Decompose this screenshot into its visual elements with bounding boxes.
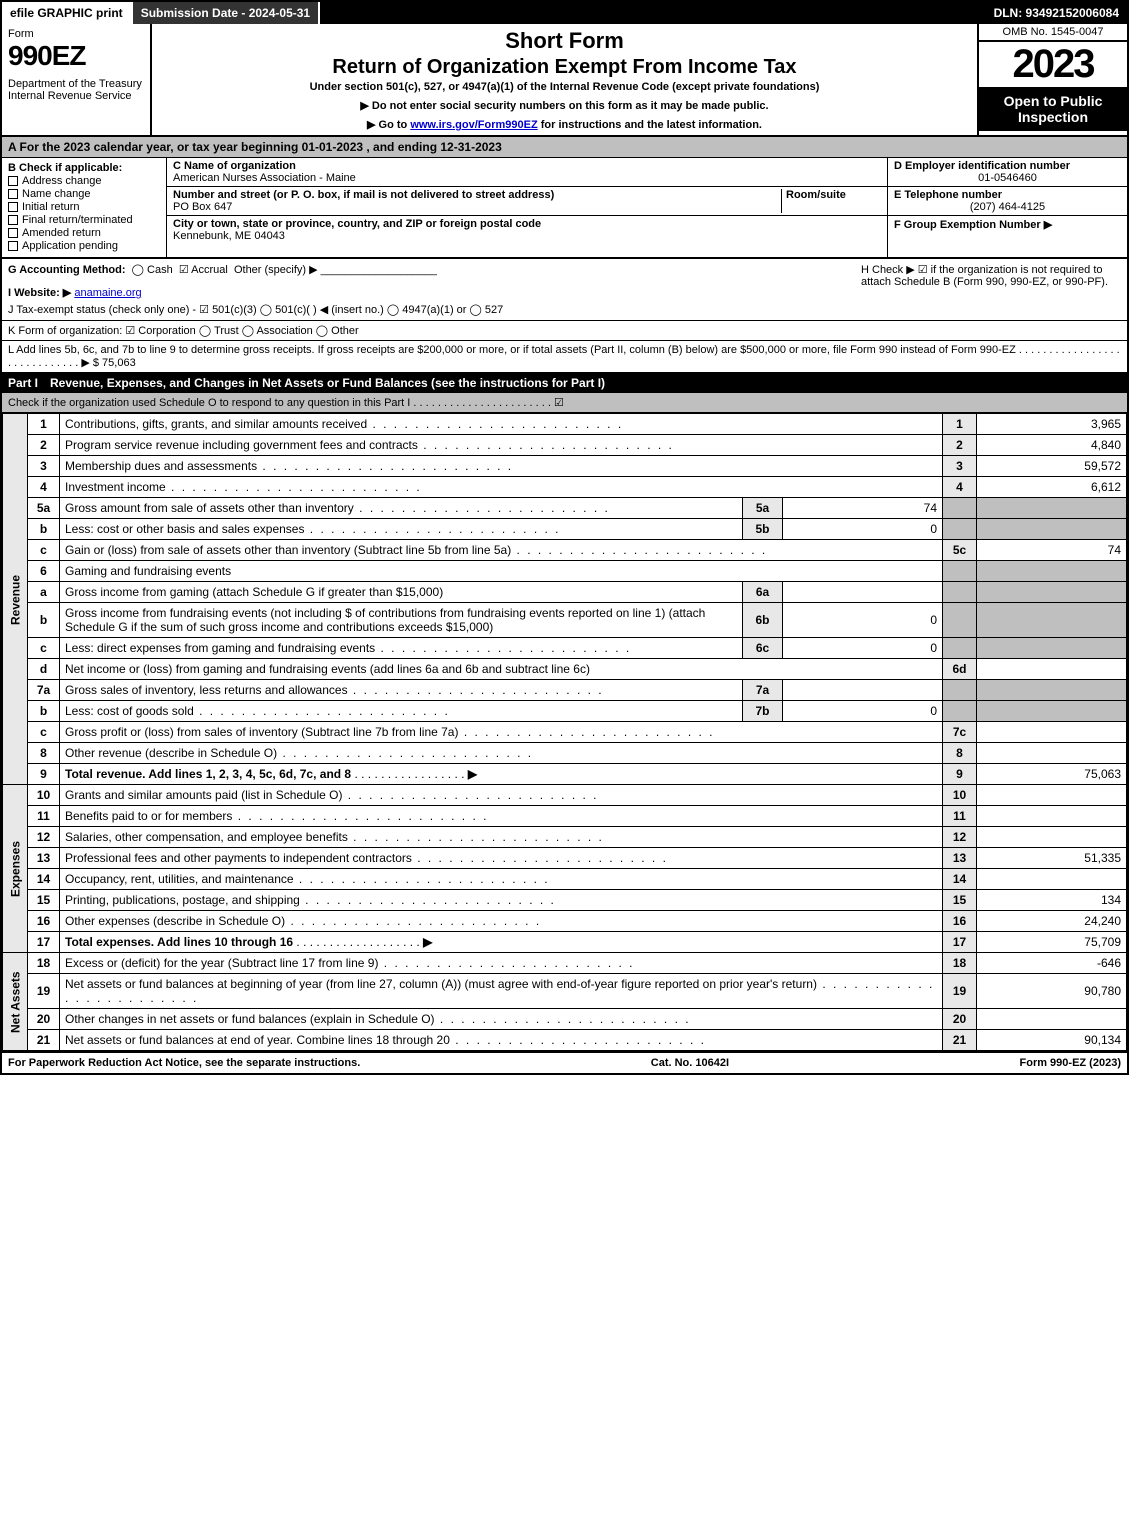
- line-7c-amt: [977, 722, 1127, 743]
- chk-amended[interactable]: Amended return: [8, 227, 160, 239]
- footer-left: For Paperwork Reduction Act Notice, see …: [8, 1057, 360, 1069]
- tax-year: 2023: [979, 42, 1127, 87]
- header-center: Short Form Return of Organization Exempt…: [152, 24, 977, 135]
- line-6d-amt: [977, 659, 1127, 680]
- d-ein-label: D Employer identification number: [894, 160, 1121, 172]
- c-addr-label: Number and street (or P. O. box, if mail…: [173, 189, 781, 201]
- side-netassets: Net Assets: [3, 953, 28, 1051]
- line-2-amt: 4,840: [977, 435, 1127, 456]
- irs: Internal Revenue Service: [8, 90, 144, 102]
- instr-goto: ▶ Go to www.irs.gov/Form990EZ for instru…: [158, 118, 971, 131]
- ein: 01-0546460: [894, 172, 1121, 184]
- dept: Department of the Treasury: [8, 78, 144, 90]
- f-group-label: F Group Exemption Number ▶: [894, 218, 1121, 231]
- line-10-amt: [977, 785, 1127, 806]
- j-tax-exempt: J Tax-exempt status (check only one) - ☑…: [8, 303, 861, 316]
- chk-final-return[interactable]: Final return/terminated: [8, 214, 160, 226]
- c-name-label: C Name of organization: [173, 160, 881, 172]
- under-section: Under section 501(c), 527, or 4947(a)(1)…: [158, 81, 971, 93]
- line-4-amt: 6,612: [977, 477, 1127, 498]
- phone: (207) 464-4125: [894, 201, 1121, 213]
- line-20-amt: [977, 1009, 1127, 1030]
- part-i-header: Part I Revenue, Expenses, and Changes in…: [2, 373, 1127, 393]
- chk-app-pending[interactable]: Application pending: [8, 240, 160, 252]
- line-3-amt: 59,572: [977, 456, 1127, 477]
- website-link[interactable]: anamaine.org: [74, 287, 141, 299]
- section-bcdef: B Check if applicable: Address change Na…: [2, 158, 1127, 259]
- b-label: B Check if applicable:: [8, 162, 160, 174]
- line-7a-val: [783, 680, 943, 701]
- footer-mid: Cat. No. 10642I: [651, 1057, 729, 1069]
- room-suite-label: Room/suite: [781, 189, 881, 213]
- line-5c-amt: 74: [977, 540, 1127, 561]
- header: Form 990EZ Department of the Treasury In…: [2, 24, 1127, 137]
- chk-name-change[interactable]: Name change: [8, 188, 160, 200]
- header-left: Form 990EZ Department of the Treasury In…: [2, 24, 152, 135]
- k-form-org: K Form of organization: ☑ Corporation ◯ …: [2, 321, 1127, 341]
- open-inspection: Open to Public Inspection: [979, 87, 1127, 131]
- form-number: 990EZ: [8, 40, 144, 72]
- line-11-amt: [977, 806, 1127, 827]
- chk-initial-return[interactable]: Initial return: [8, 201, 160, 213]
- line-5b-val: 0: [783, 519, 943, 540]
- part-i-check: Check if the organization used Schedule …: [2, 393, 1127, 413]
- line-1-amt: 3,965: [977, 414, 1127, 435]
- lines-table: Revenue 1 Contributions, gifts, grants, …: [2, 413, 1127, 1051]
- section-gh: G Accounting Method: ◯ Cash ☑ Accrual Ot…: [2, 259, 1127, 321]
- form-word: Form: [8, 28, 144, 40]
- irs-link[interactable]: www.irs.gov/Form990EZ: [410, 119, 537, 131]
- c-city-label: City or town, state or province, country…: [173, 218, 881, 230]
- line-21-amt: 90,134: [977, 1030, 1127, 1051]
- line-15-amt: 134: [977, 890, 1127, 911]
- org-name: American Nurses Association - Maine: [173, 172, 881, 184]
- h-schedule-b: H Check ▶ ☑ if the organization is not r…: [861, 263, 1121, 316]
- header-right: OMB No. 1545-0047 2023 Open to Public In…: [977, 24, 1127, 135]
- omb-number: OMB No. 1545-0047: [979, 24, 1127, 42]
- line-19-amt: 90,780: [977, 974, 1127, 1009]
- line-9-amt: 75,063: [977, 764, 1127, 785]
- g-accounting: G Accounting Method: ◯ Cash ☑ Accrual Ot…: [8, 263, 861, 276]
- line-5a-val: 74: [783, 498, 943, 519]
- footer-right: Form 990-EZ (2023): [1020, 1057, 1121, 1069]
- side-expenses: Expenses: [3, 785, 28, 953]
- col-def: D Employer identification number 01-0546…: [887, 158, 1127, 257]
- line-7b-val: 0: [783, 701, 943, 722]
- instr-ssn: ▶ Do not enter social security numbers o…: [158, 99, 971, 112]
- line-13-amt: 51,335: [977, 848, 1127, 869]
- chk-address-change[interactable]: Address change: [8, 175, 160, 187]
- dln: DLN: 93492152006084: [986, 2, 1127, 24]
- org-address: PO Box 647: [173, 201, 781, 213]
- line-6b-val: 0: [783, 603, 943, 638]
- submission-date: Submission Date - 2024-05-31: [131, 2, 320, 24]
- efile-label: efile GRAPHIC print: [2, 2, 131, 24]
- line-12-amt: [977, 827, 1127, 848]
- top-bar: efile GRAPHIC print Submission Date - 20…: [2, 2, 1127, 24]
- e-phone-label: E Telephone number: [894, 189, 1121, 201]
- row-a-taxyear: A For the 2023 calendar year, or tax yea…: [2, 137, 1127, 158]
- footer: For Paperwork Reduction Act Notice, see …: [2, 1051, 1127, 1073]
- line-14-amt: [977, 869, 1127, 890]
- col-b: B Check if applicable: Address change Na…: [2, 158, 167, 257]
- line-6a-val: [783, 582, 943, 603]
- line-16-amt: 24,240: [977, 911, 1127, 932]
- line-8-amt: [977, 743, 1127, 764]
- l-gross-receipts: L Add lines 5b, 6c, and 7b to line 9 to …: [2, 341, 1127, 373]
- i-website: I Website: ▶ anamaine.org: [8, 286, 861, 299]
- org-city: Kennebunk, ME 04043: [173, 230, 881, 242]
- line-18-amt: -646: [977, 953, 1127, 974]
- short-form-title: Short Form: [158, 28, 971, 54]
- form-container: efile GRAPHIC print Submission Date - 20…: [0, 0, 1129, 1075]
- line-17-amt: 75,709: [977, 932, 1127, 953]
- line-6c-val: 0: [783, 638, 943, 659]
- col-c: C Name of organization American Nurses A…: [167, 158, 887, 257]
- side-revenue: Revenue: [3, 414, 28, 785]
- return-title: Return of Organization Exempt From Incom…: [158, 56, 971, 79]
